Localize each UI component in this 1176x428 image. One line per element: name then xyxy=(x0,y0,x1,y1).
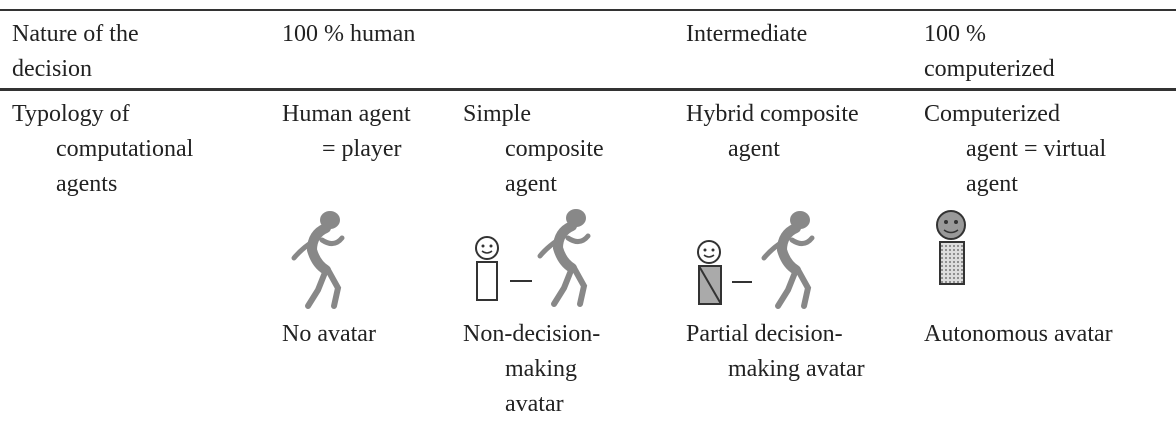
agent-name: Simple xyxy=(463,101,532,127)
agent-name: = player xyxy=(322,136,402,162)
agent-name: agent = virtual xyxy=(966,136,1107,162)
agent-name: agent xyxy=(505,171,557,197)
hybrid-composite-figure xyxy=(697,211,812,306)
avatar-type: making xyxy=(505,356,577,382)
row-label: computational xyxy=(56,136,194,162)
avatar-type: Partial decision- xyxy=(686,321,843,347)
agent-name: composite xyxy=(505,136,604,162)
agent-name: Hybrid composite xyxy=(686,101,859,127)
header-cell: Nature of the xyxy=(12,21,139,47)
header-cell: decision xyxy=(12,56,92,82)
human-figure xyxy=(294,211,342,306)
virtual-agent-figure xyxy=(936,210,966,285)
avatar-type: Autonomous avatar xyxy=(924,321,1113,347)
avatar-type: Non-decision- xyxy=(463,321,601,347)
agent-name: agent xyxy=(966,171,1018,197)
agent-name: Computerized xyxy=(924,101,1060,127)
header-rule xyxy=(0,88,1176,91)
top-rule xyxy=(0,9,1176,11)
agent-name: agent xyxy=(728,136,780,162)
avatar-type: making avatar xyxy=(728,356,865,382)
avatar-type: No avatar xyxy=(282,321,376,347)
header-cell: computerized xyxy=(924,56,1055,82)
header-cell: 100 % xyxy=(924,21,986,47)
header-cell: 100 % human xyxy=(282,21,416,47)
row-label: agents xyxy=(56,171,118,197)
header-cell: Intermediate xyxy=(686,21,808,47)
agent-name: Human agent xyxy=(282,101,411,127)
avatar-type: avatar xyxy=(505,391,564,417)
row-label: Typology of xyxy=(12,101,130,127)
simple-composite-figure xyxy=(475,209,588,304)
